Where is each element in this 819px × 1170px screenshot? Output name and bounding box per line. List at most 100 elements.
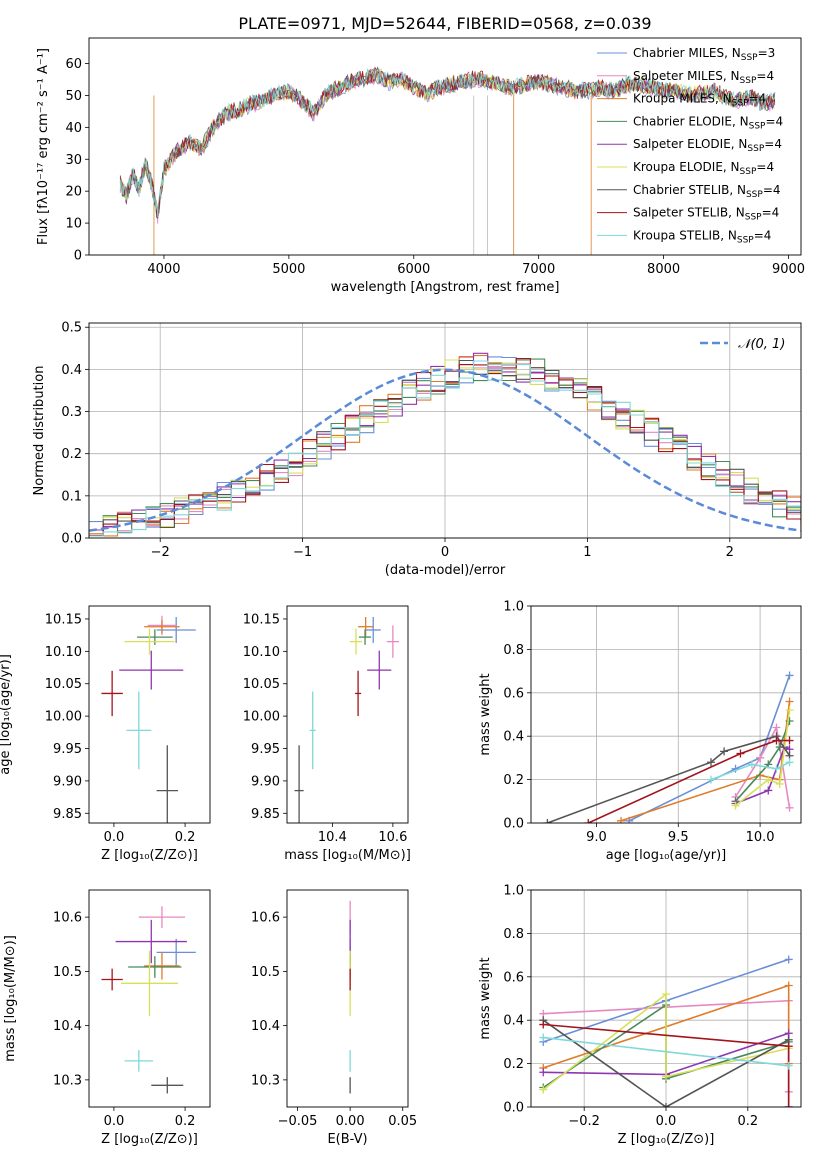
x-tick-label: 6000 xyxy=(397,262,430,277)
y-tick-label: 9.85 xyxy=(53,807,82,822)
y-tick-label: 0.4 xyxy=(503,730,524,745)
x-tick-label: 0.00 xyxy=(336,1114,365,1129)
y-tick-label: 10.00 xyxy=(45,710,82,725)
mass-weight-marker xyxy=(784,1103,793,1107)
y-axis-label: mass [log₁₀(M/M⊙)] xyxy=(3,935,18,1062)
x-tick-label: 0 xyxy=(441,545,449,560)
x-tick-label: 9.0 xyxy=(586,830,607,845)
mass-weight-marker xyxy=(772,736,781,745)
y-tick-label: 10.15 xyxy=(45,612,82,627)
y-tick-label: 0.8 xyxy=(503,643,524,658)
mass-weight-marker xyxy=(539,1085,548,1094)
axes-frame xyxy=(88,889,211,1108)
y-tick-label: 10.05 xyxy=(45,677,82,692)
y-tick-label: 10.00 xyxy=(243,710,280,725)
axes-frame xyxy=(530,605,802,824)
x-tick-label: 10.6 xyxy=(378,830,407,845)
mass-weight-line xyxy=(587,739,790,823)
y-tick-label: 50 xyxy=(65,89,82,104)
legend-label: Chabrier ELODIE, NSSP=4 xyxy=(633,114,783,131)
y-tick-label: 10.6 xyxy=(251,911,280,926)
y-tick-label: 0.8 xyxy=(503,927,524,942)
x-tick-label: 0.2 xyxy=(175,830,196,845)
y-tick-label: 10.3 xyxy=(53,1073,82,1088)
legend-label: Kroupa STELIB, NSSP=4 xyxy=(633,228,771,245)
y-tick-label: 0.2 xyxy=(61,447,82,462)
mass-weight-line xyxy=(628,675,791,822)
x-tick-label: 2 xyxy=(726,545,734,560)
histogram-step-line xyxy=(89,358,801,537)
y-tick-label: 0.6 xyxy=(503,686,524,701)
y-tick-label: 10.10 xyxy=(243,645,280,660)
mass-weight-marker xyxy=(785,803,794,812)
mass-weight-line xyxy=(710,761,790,781)
mass-weight-marker xyxy=(747,760,756,769)
plot-area xyxy=(543,671,794,823)
x-tick-label: 0.2 xyxy=(175,1114,196,1129)
y-axis-label: Flux [fλ10⁻¹⁷ erg cm⁻² s⁻¹ A⁻¹] xyxy=(36,48,51,245)
y-axis-label: age [log₁₀(age/yr)] xyxy=(0,654,13,775)
mass-weight-marker xyxy=(539,1033,548,1042)
legend-label: Salpeter STELIB, NSSP=4 xyxy=(633,206,779,223)
panel-massweight-vs-Z: −0.2 0.0 0.2 0.0 0.2 0.4 0.6 0.8 1.0 Z [log₁₀(Z/Z… xyxy=(478,884,802,1147)
legend-label: Kroupa ELODIE, NSSP=4 xyxy=(633,160,774,177)
x-tick-label: 0.0 xyxy=(104,830,125,845)
x-tick-label: 9.5 xyxy=(668,830,689,845)
mass-weight-marker xyxy=(785,758,794,767)
x-axis-label: age [log₁₀(age/yr)] xyxy=(606,848,727,863)
mass-weight-marker xyxy=(539,1020,548,1029)
panel-mass-vs-EBV: −0.05 0.00 0.05 10.3 10.4 10.5 10.6 E(B-V) xyxy=(251,889,417,1147)
y-tick-label: 60 xyxy=(65,57,82,72)
x-tick-label: 0.0 xyxy=(104,1114,125,1129)
y-tick-label: 30 xyxy=(65,153,82,168)
mass-weight-line xyxy=(543,1036,789,1067)
plot-area xyxy=(119,66,776,255)
x-axis-label: Z [log₁₀(Z/Z⊙)] xyxy=(101,848,198,863)
x-axis-label: wavelength [Angstrom, rest frame] xyxy=(331,280,560,295)
y-tick-label: 0.0 xyxy=(503,1101,524,1116)
mass-weight-marker xyxy=(539,1068,548,1077)
mass-weight-marker xyxy=(764,775,773,784)
mass-weight-marker xyxy=(785,717,794,726)
histogram-step-line xyxy=(89,352,801,531)
mass-weight-marker xyxy=(784,1061,793,1070)
mass-weight-marker xyxy=(772,723,781,732)
x-tick-label: −2 xyxy=(151,545,170,560)
x-tick-label: −1 xyxy=(293,545,312,560)
panel-mass-vs-Z: 0.0 0.2 10.3 10.4 10.5 10.6 Z [log₁₀(Z/Z⊙)] mas… xyxy=(3,889,211,1147)
legend-label: 𝒩(0, 1) xyxy=(738,337,785,352)
x-tick-label: 10.0 xyxy=(746,830,775,845)
mass-weight-marker xyxy=(731,801,740,810)
x-tick-label: −0.05 xyxy=(278,1114,318,1129)
legend-label: Salpeter MILES, NSSP=4 xyxy=(633,69,774,86)
plot-area xyxy=(89,352,801,537)
mass-weight-line xyxy=(542,1019,790,1107)
mass-weight-marker xyxy=(772,764,781,773)
x-axis-label: mass [log₁₀(M/M⊙)] xyxy=(284,848,411,863)
mass-weight-marker xyxy=(784,1042,793,1051)
y-tick-label: 0.3 xyxy=(61,405,82,420)
x-tick-label: 9000 xyxy=(772,262,805,277)
y-tick-label: 0.4 xyxy=(503,1014,524,1029)
panel-age-vs-mass: 10.4 10.6 9.85 9.90 9.95 10.00 10.05 10.10 10.15… xyxy=(243,605,411,863)
figure-title: PLATE=0971, MJD=52644, FIBERID=0568, z=0… xyxy=(238,14,651,33)
spectrum-series-line xyxy=(119,68,776,218)
x-tick-label: 0.05 xyxy=(388,1114,417,1129)
mass-weight-line xyxy=(734,720,791,802)
y-axis-label: mass weight xyxy=(478,673,493,755)
y-tick-label: 9.95 xyxy=(53,742,82,757)
histogram-step-line xyxy=(89,360,801,537)
y-tick-label: 10.4 xyxy=(251,1019,280,1034)
x-tick-label: 1 xyxy=(583,545,591,560)
y-tick-label: 10.5 xyxy=(53,965,82,980)
plot-area xyxy=(539,955,793,1107)
mass-weight-marker xyxy=(662,1072,670,1081)
mass-weight-marker xyxy=(707,775,715,784)
y-tick-label: 0 xyxy=(74,249,82,264)
axes-frame xyxy=(88,322,802,539)
plot-area xyxy=(101,615,196,823)
histogram-step-line xyxy=(89,355,801,537)
mass-weight-marker xyxy=(756,753,765,762)
mass-weight-marker xyxy=(617,816,625,823)
y-tick-label: 0.6 xyxy=(503,970,524,985)
